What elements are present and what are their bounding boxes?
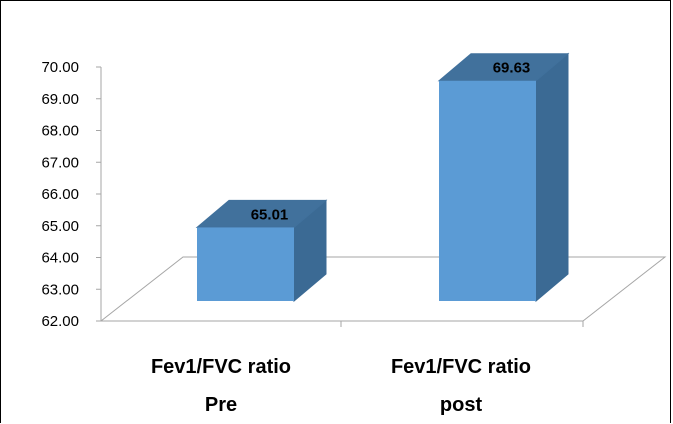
y-tick-label: 62.00 (41, 313, 79, 330)
bar (195, 199, 328, 303)
y-tick-label: 67.00 (41, 154, 79, 171)
category-label: Pre (205, 394, 237, 416)
category-label: Fev1/FVC ratio (151, 356, 291, 378)
bar (437, 52, 570, 303)
data-labels: 65.01 69.63 (251, 60, 531, 224)
category-label: Fev1/FVC ratio (391, 356, 531, 378)
y-tick-label: 64.00 (41, 250, 79, 267)
data-label: 65.01 (251, 206, 289, 223)
bar-side-face (535, 52, 569, 303)
y-tick-label: 69.00 (41, 91, 79, 108)
bar-front-face (439, 80, 536, 301)
category-labels: Fev1/FVC ratio Pre Fev1/FVC ratio post (151, 356, 531, 416)
y-tick-label: 66.00 (41, 186, 79, 203)
bar-front-face (197, 227, 294, 301)
floor-plane (99, 256, 667, 322)
y-tick-label: 70.00 (41, 59, 79, 76)
bars (195, 52, 570, 303)
data-label: 69.63 (493, 60, 531, 77)
y-tick-label: 63.00 (41, 281, 79, 298)
y-tick-labels: 62.00 63.00 64.00 65.00 66.00 67.00 68.00 69.00… (41, 59, 79, 330)
y-tick-label: 65.00 (41, 218, 79, 235)
y-tick-label: 68.00 (41, 123, 79, 140)
category-label: post (440, 394, 483, 416)
axes (96, 66, 667, 327)
